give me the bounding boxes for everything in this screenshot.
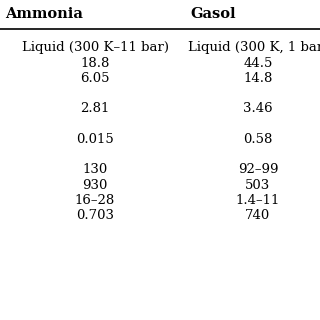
Text: Gasol: Gasol — [190, 7, 236, 21]
Text: 930: 930 — [82, 179, 108, 192]
Text: Liquid (300 K, 1 bar): Liquid (300 K, 1 bar) — [188, 41, 320, 54]
Text: 3.46: 3.46 — [243, 102, 273, 115]
Text: 130: 130 — [82, 163, 108, 176]
Text: 2.81: 2.81 — [80, 102, 110, 115]
Text: 92–99: 92–99 — [238, 163, 278, 176]
Text: 16–28: 16–28 — [75, 194, 115, 207]
Text: 44.5: 44.5 — [243, 57, 273, 70]
Text: 18.8: 18.8 — [80, 57, 110, 70]
Text: Ammonia: Ammonia — [5, 7, 83, 21]
Text: 0.015: 0.015 — [76, 133, 114, 146]
Text: Liquid (300 K–11 bar): Liquid (300 K–11 bar) — [21, 41, 169, 54]
Text: 740: 740 — [245, 209, 271, 222]
Text: 0.58: 0.58 — [243, 133, 273, 146]
Text: 1.4–11: 1.4–11 — [236, 194, 280, 207]
Text: 6.05: 6.05 — [80, 72, 110, 85]
Text: 14.8: 14.8 — [243, 72, 273, 85]
Text: 0.703: 0.703 — [76, 209, 114, 222]
Text: 503: 503 — [245, 179, 271, 192]
